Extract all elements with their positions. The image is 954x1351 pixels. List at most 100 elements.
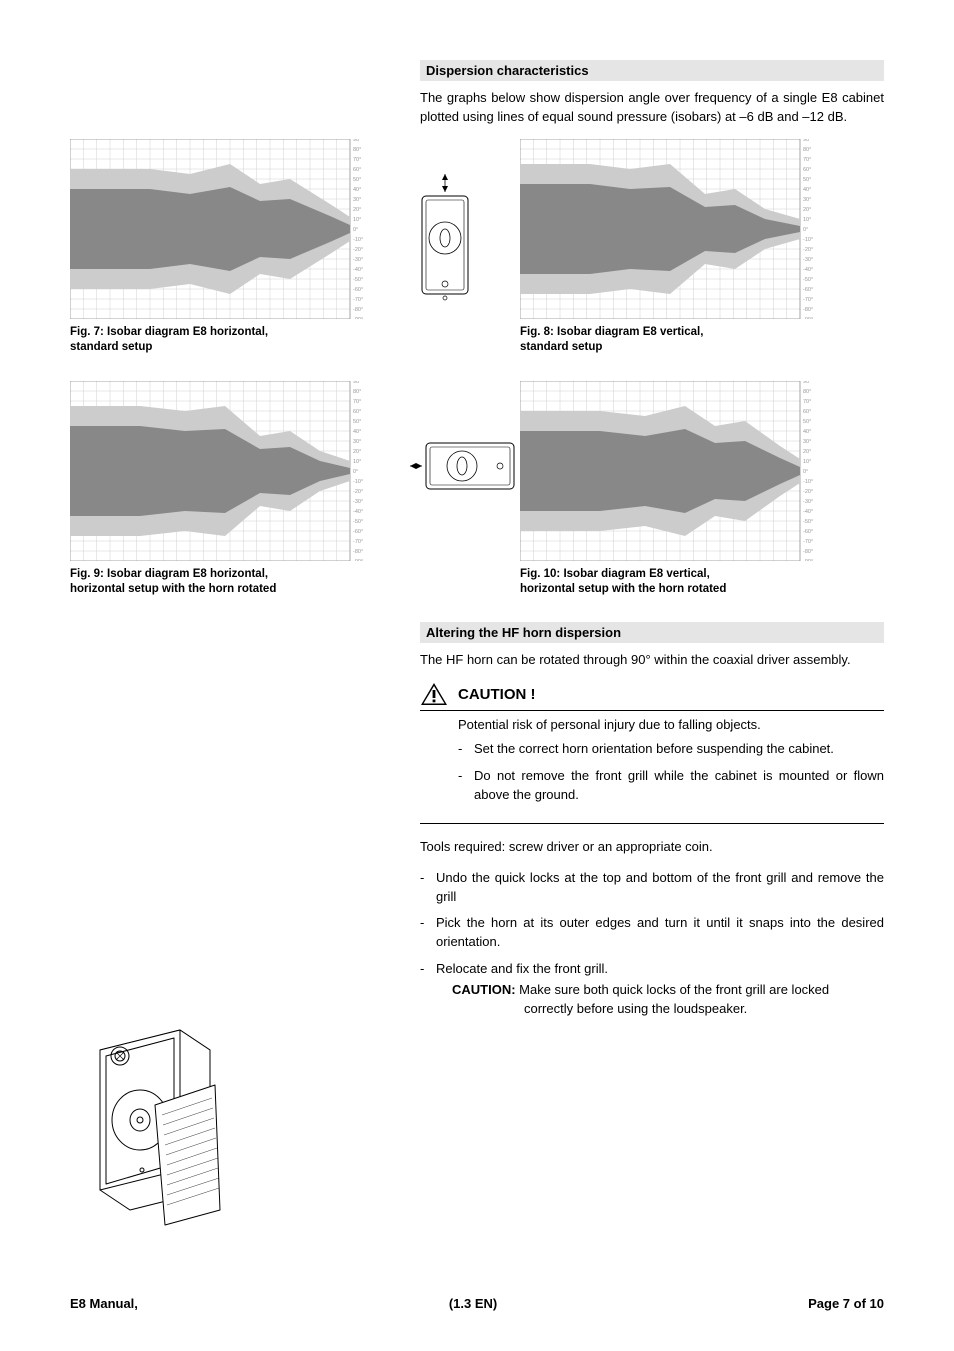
svg-text:-50°: -50° [353, 519, 363, 525]
caution-header: CAUTION ! [420, 682, 884, 711]
svg-text:70°: 70° [803, 399, 811, 405]
footer-left: E8 Manual, [70, 1296, 138, 1311]
svg-text:0°: 0° [353, 469, 358, 475]
fig10-caption-l1: Fig. 10: Isobar diagram E8 vertical, [520, 568, 710, 580]
fig9-caption-l2: horizontal setup with the horn rotated [70, 583, 276, 595]
fig8-caption-l1: Fig. 8: Isobar diagram E8 vertical, [520, 326, 703, 338]
svg-text:40°: 40° [353, 187, 361, 193]
caution-box: CAUTION ! Potential risk of personal inj… [420, 682, 884, 824]
svg-text:30°: 30° [803, 197, 811, 203]
svg-text:-20°: -20° [803, 489, 813, 495]
svg-text:-10°: -10° [353, 479, 363, 485]
svg-text:-60°: -60° [803, 287, 813, 293]
page-footer: E8 Manual, (1.3 EN) Page 7 of 10 [70, 1296, 884, 1311]
svg-text:20°: 20° [353, 207, 361, 213]
svg-text:10°: 10° [803, 217, 811, 223]
svg-text:60°: 60° [803, 167, 811, 173]
fig9-caption-l1: Fig. 9: Isobar diagram E8 horizontal, [70, 568, 268, 580]
fig10-block: 90°80°70°60°50°40°30°20°10°0°-10°-20°-30… [520, 381, 840, 615]
fig7-caption-l1: Fig. 7: Isobar diagram E8 horizontal, [70, 326, 268, 338]
section-header-dispersion: Dispersion characteristics [420, 60, 884, 81]
step3-caution-b: correctly before using the loudspeaker. [452, 1000, 884, 1019]
svg-text:70°: 70° [353, 157, 361, 163]
svg-text:50°: 50° [803, 419, 811, 425]
svg-text:-80°: -80° [353, 307, 363, 313]
svg-text:30°: 30° [353, 197, 361, 203]
svg-text:-30°: -30° [803, 499, 813, 505]
svg-text:40°: 40° [803, 187, 811, 193]
step3-caution-a: Make sure both quick locks of the front … [516, 982, 830, 997]
svg-text:0°: 0° [803, 469, 808, 475]
svg-text:-90°: -90° [353, 559, 363, 561]
svg-text:70°: 70° [803, 157, 811, 163]
svg-text:-90°: -90° [803, 559, 813, 561]
svg-text:80°: 80° [353, 389, 361, 395]
svg-text:-40°: -40° [353, 509, 363, 515]
instruction-step-2: Pick the horn at its outer edges and tur… [420, 914, 884, 952]
fig9-chart: 90°80°70°60°50°40°30°20°10°0°-10°-20°-30… [70, 381, 370, 561]
fig8-caption-l2: standard setup [520, 341, 602, 353]
svg-text:-80°: -80° [803, 307, 813, 313]
section-header-altering: Altering the HF horn dispersion [420, 622, 884, 643]
svg-text:60°: 60° [353, 167, 361, 173]
altering-intro-text: The HF horn can be rotated through 90° w… [420, 651, 884, 670]
svg-text:30°: 30° [353, 439, 361, 445]
svg-text:-60°: -60° [353, 287, 363, 293]
svg-text:10°: 10° [353, 459, 361, 465]
instruction-step-3: Relocate and fix the front grill. CAUTIO… [420, 960, 884, 1019]
dispersion-intro-text: The graphs below show dispersion angle o… [420, 89, 884, 127]
svg-text:-10°: -10° [803, 479, 813, 485]
svg-text:-60°: -60° [803, 529, 813, 535]
svg-text:-20°: -20° [353, 489, 363, 495]
svg-text:-20°: -20° [803, 247, 813, 253]
speaker-orientation-icon-1 [410, 174, 500, 307]
svg-text:70°: 70° [353, 399, 361, 405]
svg-text:-90°: -90° [803, 317, 813, 319]
svg-text:90°: 90° [353, 381, 361, 385]
fig7-caption-l2: standard setup [70, 341, 152, 353]
svg-text:80°: 80° [353, 147, 361, 153]
svg-text:20°: 20° [803, 449, 811, 455]
svg-text:80°: 80° [803, 389, 811, 395]
svg-text:0°: 0° [353, 227, 358, 233]
svg-text:-70°: -70° [803, 539, 813, 545]
svg-text:-50°: -50° [803, 519, 813, 525]
svg-text:-90°: -90° [353, 317, 363, 319]
svg-text:-10°: -10° [353, 237, 363, 243]
svg-text:-30°: -30° [353, 257, 363, 263]
fig7-chart: 90°80°70°60°50°40°30°20°10°0°-10°-20°-30… [70, 139, 370, 319]
caution-lead: Potential risk of personal injury due to… [458, 717, 884, 732]
svg-text:0°: 0° [803, 227, 808, 233]
svg-text:50°: 50° [353, 419, 361, 425]
fig8-block: 90°80°70°60°50°40°30°20°10°0°-10°-20°-30… [520, 139, 840, 373]
caution-body: Potential risk of personal injury due to… [420, 717, 884, 824]
svg-text:-80°: -80° [803, 549, 813, 555]
caution-item-1: Set the correct horn orientation before … [458, 740, 884, 759]
svg-text:60°: 60° [353, 409, 361, 415]
svg-text:-80°: -80° [353, 549, 363, 555]
svg-text:20°: 20° [803, 207, 811, 213]
svg-text:-60°: -60° [353, 529, 363, 535]
svg-text:-50°: -50° [353, 277, 363, 283]
svg-text:-10°: -10° [803, 237, 813, 243]
chart-row-1: 90°80°70°60°50°40°30°20°10°0°-10°-20°-30… [70, 139, 884, 373]
footer-center: (1.3 EN) [449, 1296, 497, 1311]
fig9-caption: Fig. 9: Isobar diagram E8 horizontal, ho… [70, 567, 390, 597]
fig10-chart: 90°80°70°60°50°40°30°20°10°0°-10°-20°-30… [520, 381, 820, 561]
fig10-caption: Fig. 10: Isobar diagram E8 vertical, hor… [520, 567, 840, 597]
svg-text:90°: 90° [803, 139, 811, 143]
footer-right: Page 7 of 10 [808, 1296, 884, 1311]
fig8-chart: 90°80°70°60°50°40°30°20°10°0°-10°-20°-30… [520, 139, 820, 319]
speaker-orientation-icon-2 [410, 426, 500, 509]
svg-text:-40°: -40° [353, 267, 363, 273]
fig9-block: 90°80°70°60°50°40°30°20°10°0°-10°-20°-30… [70, 381, 390, 615]
step3-caution-label: CAUTION: [452, 982, 516, 997]
svg-text:30°: 30° [803, 439, 811, 445]
svg-text:40°: 40° [353, 429, 361, 435]
svg-text:90°: 90° [803, 381, 811, 385]
cabinet-illustration [70, 1010, 230, 1233]
svg-text:-30°: -30° [803, 257, 813, 263]
svg-text:-70°: -70° [353, 539, 363, 545]
step3-text: Relocate and fix the front grill. [436, 961, 608, 976]
instruction-step-1: Undo the quick locks at the top and bott… [420, 869, 884, 907]
